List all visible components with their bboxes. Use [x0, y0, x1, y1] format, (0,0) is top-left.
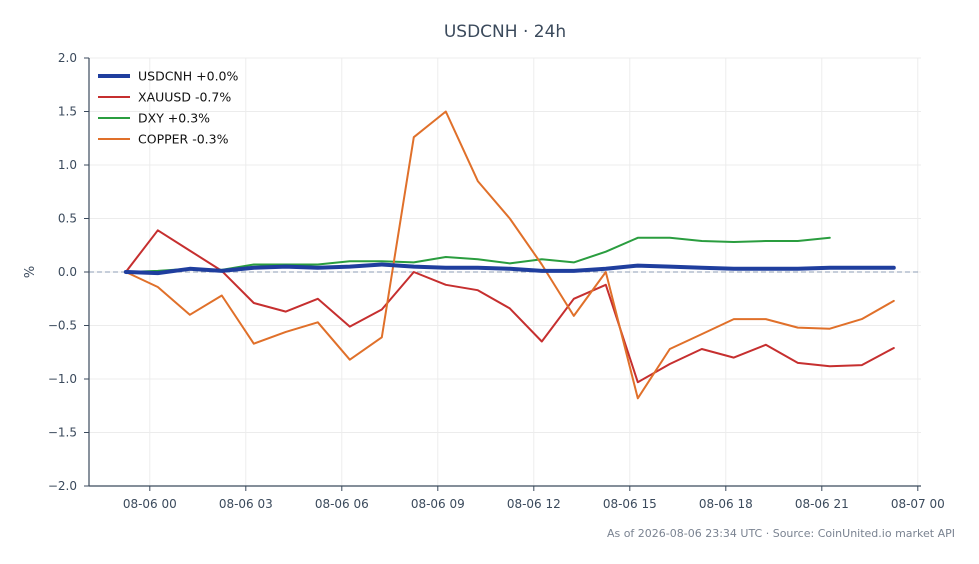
x-tick-label: 08-06 18 [699, 497, 753, 511]
series-line [123, 262, 896, 276]
legend: USDCNH +0.0% XAUUSD -0.7% DXY +0.3% COPPER … [98, 69, 239, 147]
y-tick-label: −1.5 [48, 426, 77, 440]
y-tick-label: 1.5 [58, 105, 77, 119]
series-line [124, 110, 895, 400]
x-tick-label: 08-06 00 [123, 497, 177, 511]
x-tick-label: 08-06 03 [219, 497, 273, 511]
y-tick-label: −0.5 [48, 319, 77, 333]
chart-title: USDCNH · 24h [444, 22, 566, 42]
y-tick-label: −2.0 [48, 479, 77, 493]
legend-entry: USDCNH +0.0% [138, 69, 239, 84]
axes: 2.0 1.5 1.0 0.5 0.0 −0.5 −1.0 −1.5 −2.0 08-06 00 0… [48, 51, 945, 511]
series-group [123, 110, 896, 400]
series-line [124, 236, 831, 273]
y-tick-label: 2.0 [58, 51, 77, 65]
x-tick-label: 08-06 09 [411, 497, 465, 511]
x-tick-label: 08-06 15 [603, 497, 657, 511]
x-tick-label: 08-06 06 [315, 497, 369, 511]
x-tick-label: 08-06 21 [795, 497, 849, 511]
legend-entry: XAUUSD -0.7% [138, 90, 231, 105]
x-tick-label: 08-07 00 [891, 497, 945, 511]
series-line [124, 229, 895, 384]
legend-entry: DXY +0.3% [138, 111, 210, 126]
y-tick-label: 0.5 [58, 212, 77, 226]
y-axis-label: % [23, 266, 38, 278]
y-tick-label: 1.0 [58, 158, 77, 172]
x-tick-label: 08-06 12 [507, 497, 561, 511]
footer-source: As of 2026-08-06 23:34 UTC · Source: Coi… [607, 527, 955, 540]
y-tick-label: −1.0 [48, 372, 77, 386]
y-tick-label: 0.0 [58, 265, 77, 279]
legend-entry: COPPER -0.3% [138, 132, 229, 147]
